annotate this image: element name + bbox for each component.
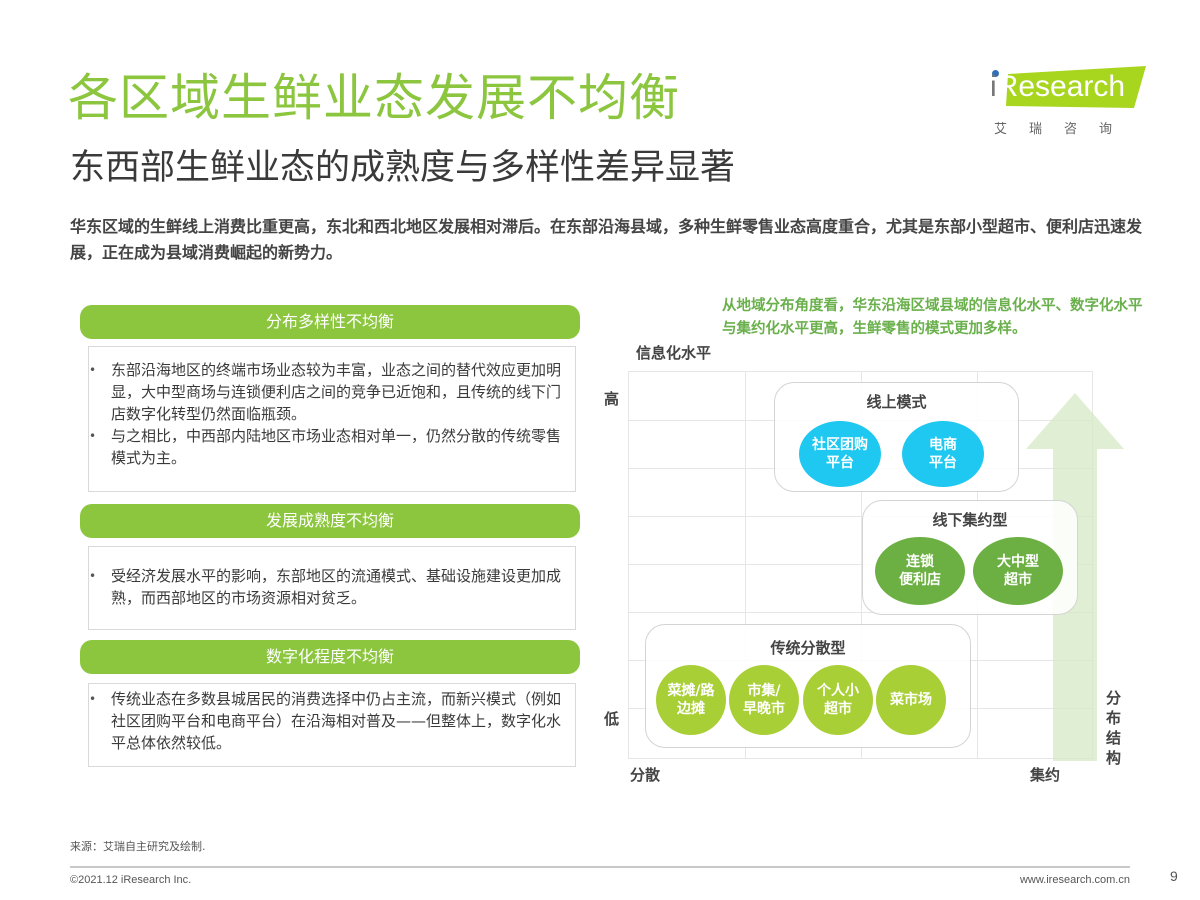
- bullet-item: 传统业态在多数县城居民的消费选择中仍占主流，而新兴模式（例如社区团购平台和电商平…: [89, 688, 575, 754]
- bubble-community-group-buying: 社区团购 平台: [799, 421, 881, 487]
- bullet-item: 与之相比，中西部内陆地区市场业态相对单一，仍然分散的传统零售模式为主。: [89, 425, 575, 469]
- diagram-note: 从地域分布角度看，华东沿海区域县域的信息化水平、数字化水平与集约化水平更高，生鲜…: [722, 298, 1143, 337]
- group-title: 线上模式: [866, 393, 927, 411]
- group-offline-intensive: 线下集约型 连锁 便利店 大中型 超市: [862, 500, 1078, 615]
- logo-dot-icon: [992, 70, 999, 77]
- grid-line: [861, 372, 862, 758]
- bubble-street-stall: 菜摊/路 边摊: [656, 665, 726, 735]
- bubble-small-supermarket: 个人小 超市: [803, 665, 873, 735]
- copyright: ©2021.12 iResearch Inc.: [70, 874, 192, 886]
- bubble-chain-convenience-store: 连锁 便利店: [875, 537, 965, 605]
- intro-paragraph: 华东区域的生鲜线上消费比重更高，东北和西北地区发展相对滞后。在东部沿海县域，多种…: [70, 217, 1143, 262]
- page-number: 9: [1170, 868, 1178, 884]
- group-title: 线下集约型: [932, 511, 1008, 529]
- logo-banner-shape: [1006, 66, 1146, 108]
- logo-wordmark: iResearch: [990, 70, 1126, 103]
- section-header-distribution: 分布多样性不均衡: [80, 305, 580, 339]
- bubble-ecommerce-platform: 电商 平台: [902, 421, 984, 487]
- section-body-maturity: 受经济发展水平的影响，东部地区的流通模式、基础设施建设更加成熟，而西部地区的市场…: [88, 546, 576, 630]
- x-axis-left-label: 分散: [630, 766, 661, 784]
- source-note: 来源：艾瑞自主研究及绘制.: [70, 840, 206, 853]
- group-traditional-dispersed: 传统分散型 菜摊/路 边摊 市集/早晚市 个人小 超市 菜市场: [645, 624, 971, 748]
- bubble-wet-market: 菜市场: [876, 665, 946, 735]
- grid-line: [629, 612, 1092, 613]
- iresearch-logo: iResearch 艾瑞咨询: [986, 62, 1146, 142]
- website-link[interactable]: www.iresearch.com.cn: [1019, 874, 1130, 886]
- section-body-distribution: 东部沿海地区的终端市场业态较为丰富，业态之间的替代效应更加明显，大中型商场与连锁…: [88, 346, 576, 492]
- group-online: 线上模式 社区团购 平台 电商 平台: [774, 382, 1019, 492]
- page-subtitle: 东西部生鲜业态的成熟度与多样性差异显著: [70, 148, 736, 188]
- bubble-large-supermarket: 大中型 超市: [973, 537, 1063, 605]
- y-axis-high-label: 高: [604, 390, 620, 408]
- section-body-digitalization: 传统业态在多数县城居民的消费选择中仍占主流，而新兴模式（例如社区团购平台和电商平…: [88, 683, 576, 767]
- y-axis-title: 信息化水平: [636, 344, 712, 362]
- arrow-label: 分 布 结 构: [1106, 689, 1122, 767]
- footer-divider: [70, 866, 1130, 868]
- bullet-item: 受经济发展水平的影响，东部地区的流通模式、基础设施建设更加成熟，而西部地区的市场…: [89, 565, 575, 609]
- page-title: 各区域生鲜业态发展不均衡: [68, 69, 680, 127]
- group-title: 传统分散型: [770, 639, 846, 657]
- bullet-item: 东部沿海地区的终端市场业态较为丰富，业态之间的替代效应更加明显，大中型商场与连锁…: [89, 359, 575, 425]
- grid-line: [629, 564, 1092, 565]
- x-axis-right-label: 集约: [1030, 766, 1061, 784]
- section-header-maturity: 发展成熟度不均衡: [80, 504, 580, 538]
- logo-chinese-name: 艾瑞咨询: [994, 122, 1135, 137]
- grid-line: [629, 516, 1092, 517]
- bubble-market-fair: 市集/早晚市: [729, 665, 799, 735]
- section-header-digitalization: 数字化程度不均衡: [80, 640, 580, 674]
- y-axis-low-label: 低: [604, 710, 620, 728]
- grid-line: [745, 372, 746, 758]
